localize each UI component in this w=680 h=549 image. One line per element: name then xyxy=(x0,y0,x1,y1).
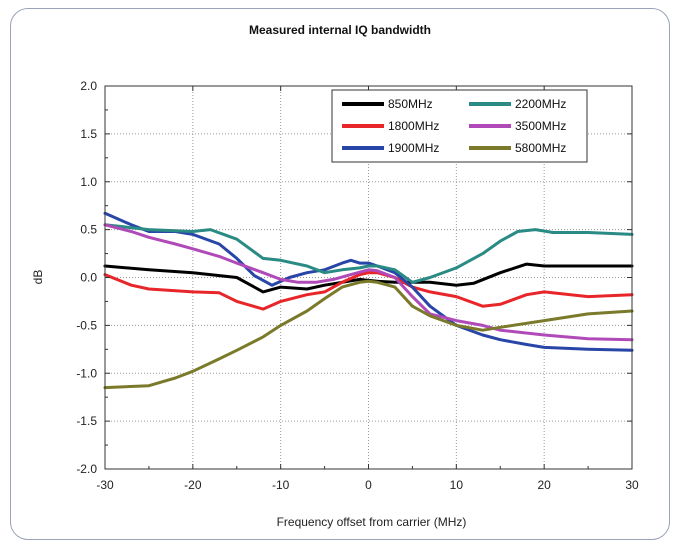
legend-label: 5800MHz xyxy=(515,141,566,155)
legend-label: 2200MHz xyxy=(515,97,566,111)
legend-label: 3500MHz xyxy=(515,119,566,133)
y-tick-label: 1.0 xyxy=(80,175,97,189)
x-axis-label: Frequency offset from carrier (MHz) xyxy=(277,515,467,529)
legend: 850MHz 1800MHz 1900MHz 2200MHz 3500MHz 5800MH… xyxy=(331,89,588,163)
y-tick-label: 2.0 xyxy=(80,79,97,93)
axis-ticks: -30 -20 -10 0 10 20 30 2.0 1.5 1.0 0.5 0.0 -0.5 -1.0 -… xyxy=(76,79,639,492)
series-line-1800mhz xyxy=(103,271,634,311)
series-line-5800mhz xyxy=(103,279,634,390)
legend-label: 1800MHz xyxy=(388,119,439,133)
y-tick-label: 0.5 xyxy=(80,223,97,237)
series-line-1900mhz xyxy=(103,211,634,352)
y-tick-label: -2.0 xyxy=(76,462,97,476)
x-tick-label: 10 xyxy=(450,478,464,492)
x-tick-label: 20 xyxy=(537,478,551,492)
x-tick-label: -10 xyxy=(272,478,290,492)
chart-title: Measured internal IQ bandwidth xyxy=(248,23,432,37)
y-tick-label: 0.0 xyxy=(80,271,97,285)
series-layer xyxy=(103,211,634,390)
y-tick-label: 1.5 xyxy=(80,127,97,141)
grid xyxy=(105,86,632,469)
y-tick-label: -0.5 xyxy=(76,318,97,332)
x-tick-label: 30 xyxy=(625,478,639,492)
x-tick-label: -20 xyxy=(184,478,202,492)
series-line-3500mhz xyxy=(103,223,634,342)
y-tick-label: -1.5 xyxy=(76,414,97,428)
y-tick-label: -1.0 xyxy=(76,366,97,380)
x-tick-label: -30 xyxy=(96,478,114,492)
legend-label: 850MHz xyxy=(388,97,433,111)
x-tick-label: 0 xyxy=(365,478,372,492)
legend-label: 1900MHz xyxy=(388,141,439,155)
series-line-2200mhz xyxy=(103,223,634,284)
y-axis-label: dB xyxy=(31,270,45,285)
